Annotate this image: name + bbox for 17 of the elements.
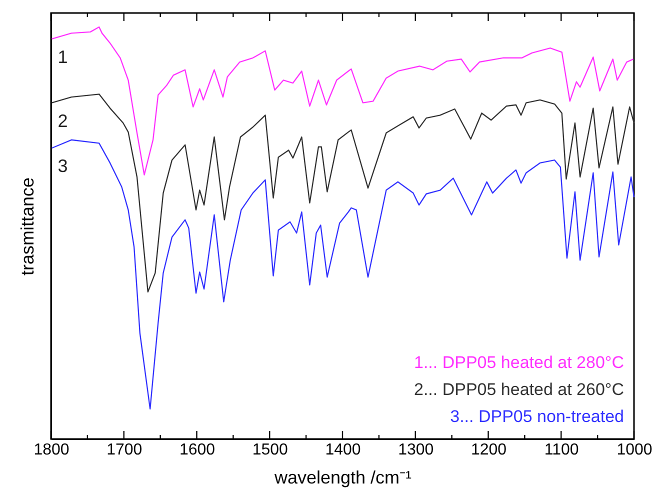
x-tick-label: 1300 — [398, 442, 434, 458]
x-tick-label: 1500 — [252, 442, 288, 458]
x-axis-title: wavelength /cm⁻¹ — [273, 468, 412, 488]
x-tick-label: 1200 — [470, 442, 507, 458]
x-tick-label: 1000 — [616, 442, 652, 458]
text: 2... DPP05 heated at 260°C — [414, 380, 624, 399]
annotation: 2 — [58, 110, 68, 131]
x-tick-label: 1400 — [325, 442, 361, 458]
y-axis-title: trasmittance — [18, 177, 38, 276]
annotation: 1 — [58, 46, 68, 67]
x-tick-label: 1800 — [34, 442, 70, 458]
x-tick-label: 1700 — [106, 442, 142, 458]
text: 3... DPP05 non-treated — [450, 407, 624, 426]
x-tick-label: 1100 — [544, 442, 579, 458]
annotation: 3 — [58, 156, 68, 176]
text: 1... DPP05 heated at 280°C — [414, 353, 624, 372]
x-tick-label: 1600 — [179, 442, 216, 458]
